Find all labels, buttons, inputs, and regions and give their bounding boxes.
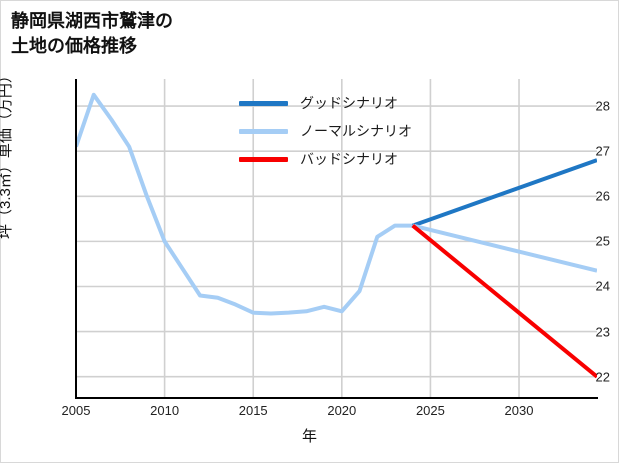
x-axis-label: 年 <box>301 428 317 445</box>
legend-item[interactable]: グッドシナリオ <box>239 89 464 117</box>
y-axis-label: 坪（3.3㎡）単価（万円） <box>0 68 14 239</box>
series-line <box>76 92 413 316</box>
y-tick-label: 23 <box>595 324 610 340</box>
legend-color-swatch <box>239 128 288 134</box>
y-tick-label: 25 <box>595 233 610 249</box>
x-tick-label: 2005 <box>61 403 91 418</box>
legend-item[interactable]: ノーマルシナリオ <box>239 117 464 145</box>
x-tick-label: 2020 <box>327 403 357 418</box>
series-line <box>412 158 597 228</box>
plot-area <box>76 79 597 397</box>
y-tick-label: 26 <box>595 188 610 204</box>
chart-legend: グッドシナリオ ノーマルシナリオ バッドシナリオ <box>239 89 464 173</box>
series-line <box>411 224 597 379</box>
legend-item-label: ノーマルシナリオ <box>300 123 412 139</box>
legend-item[interactable]: バッドシナリオ <box>239 145 464 173</box>
x-tick-label: 2030 <box>504 403 534 418</box>
y-tick-label: 24 <box>595 278 610 294</box>
y-tick-label: 28 <box>595 98 610 114</box>
page-title: 静岡県湖西市鷲津の 土地の価格推移 <box>11 11 173 56</box>
legend-item-label: バッドシナリオ <box>300 151 398 167</box>
legend-item-label: グッドシナリオ <box>300 95 398 111</box>
y-axis-spine <box>75 79 77 399</box>
x-tick-label: 2025 <box>415 403 445 418</box>
legend-color-swatch <box>239 100 288 106</box>
y-tick-label: 27 <box>595 143 610 159</box>
x-tick-label: 2015 <box>238 403 268 418</box>
x-axis-spine <box>75 397 598 399</box>
x-tick-label: 2010 <box>150 403 180 418</box>
chart-canvas <box>76 79 597 397</box>
legend-color-swatch <box>239 156 288 162</box>
series-line <box>412 223 597 273</box>
y-tick-label: 22 <box>595 369 610 385</box>
